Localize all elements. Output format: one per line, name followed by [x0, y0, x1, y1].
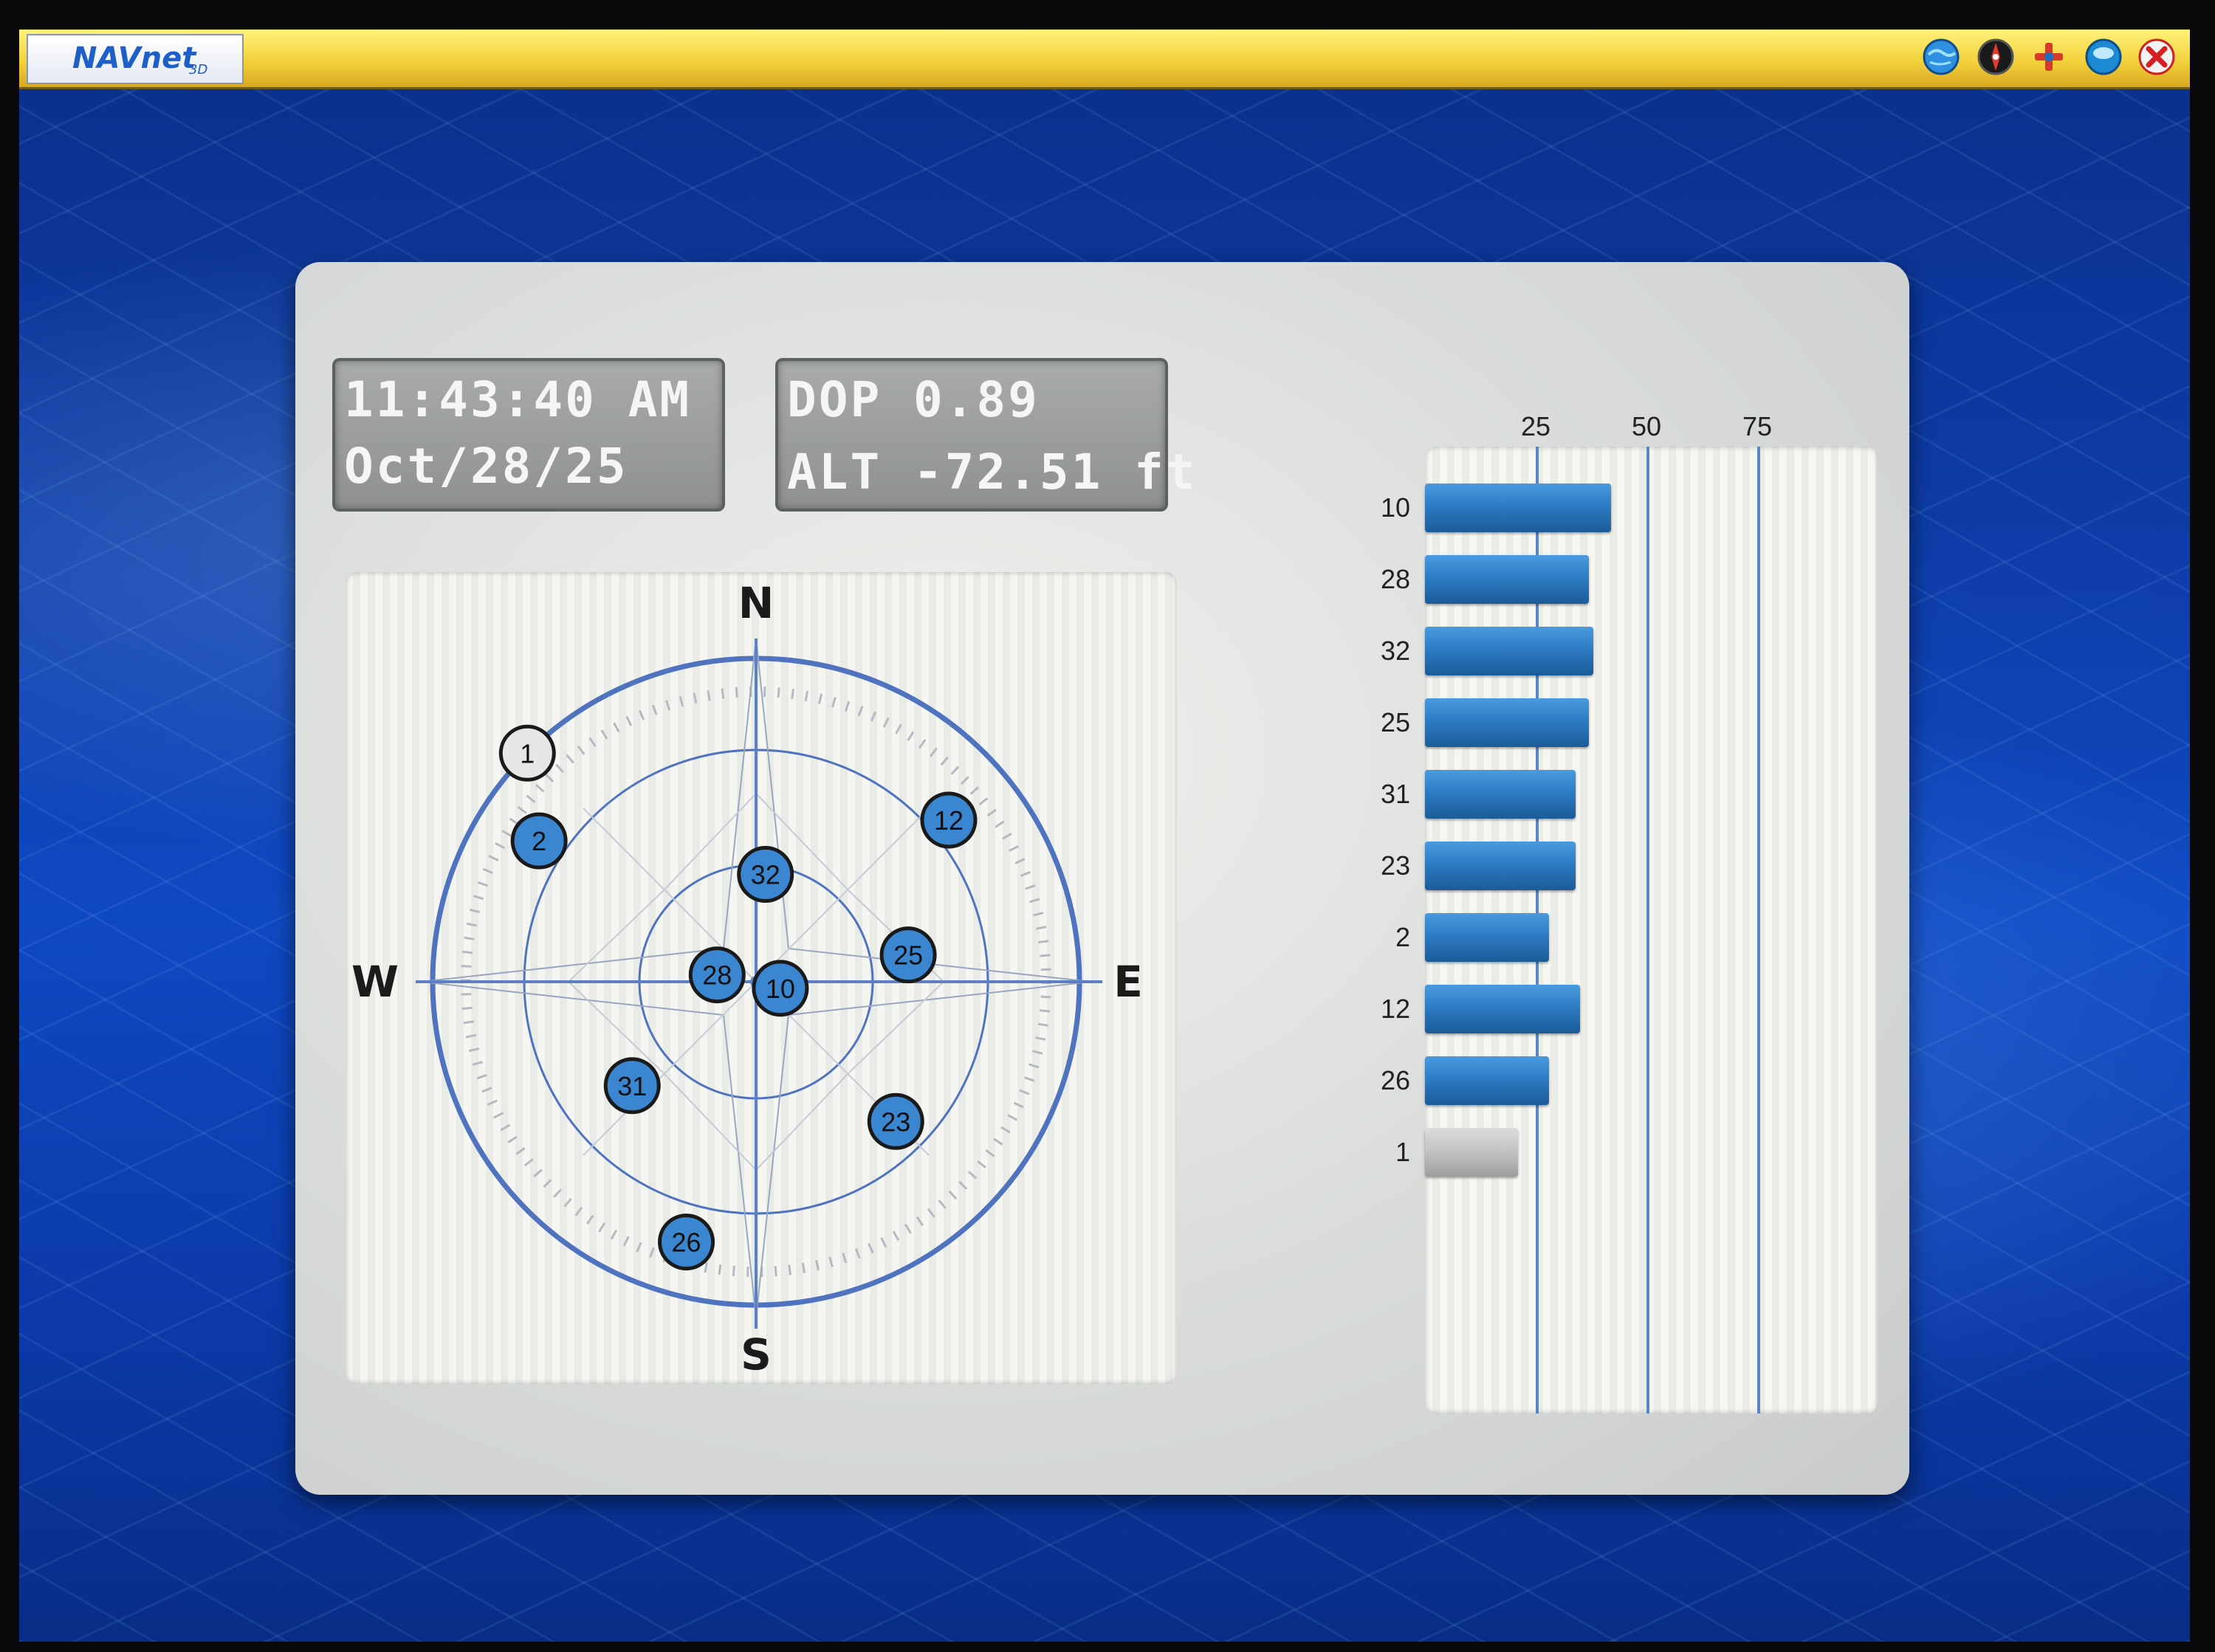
satellite-label-28: 28 [1380, 564, 1410, 594]
time-readout: 11:43:40 AM [344, 371, 692, 428]
south-label: S [741, 1329, 772, 1380]
satellite-id-label: 1 [520, 738, 535, 768]
signal-bar-28 [1425, 555, 1589, 604]
satellite-label-26: 26 [1380, 1065, 1410, 1095]
satellite-marker [920, 791, 978, 849]
axis-tick-label: 75 [1742, 411, 1773, 441]
date-readout: Oct/28/25 [344, 438, 628, 495]
axis-tick-label: 50 [1631, 411, 1662, 441]
satellite-32[interactable]: 32 [737, 846, 794, 904]
satellite-label-31: 31 [1380, 779, 1410, 809]
satellite-25[interactable]: 25 [879, 926, 937, 984]
dop-alt-display: DOP 0.89 ALT -72.51 ft [775, 358, 1195, 512]
signal-strength-chart [1425, 447, 1878, 1414]
globe-icon[interactable] [1921, 37, 1961, 77]
signal-bar-25 [1425, 698, 1589, 747]
satellite-23[interactable]: 23 [867, 1092, 924, 1150]
satellite-10[interactable]: 10 [752, 960, 809, 1017]
signal-bar-12 [1425, 985, 1580, 1033]
satellite-label-25: 25 [1380, 707, 1410, 737]
satellite-label-1: 1 [1395, 1137, 1410, 1167]
tools-icon[interactable] [2029, 37, 2069, 77]
alt-readout: ALT -72.51 ft [787, 444, 1198, 500]
logo-text: NAVnet [72, 41, 196, 75]
logo-subtext: 3D [189, 62, 208, 78]
gridline-50 [1646, 447, 1649, 1414]
east-label: E [1113, 957, 1143, 1007]
satellite-id-label: 10 [766, 974, 795, 1004]
disk-icon[interactable] [2084, 37, 2123, 77]
satellite-marker [658, 1214, 715, 1271]
satellite-marker [737, 846, 794, 904]
time-date-display: 11:43:40 AM Oct/28/25 [332, 358, 725, 512]
satellite-label-10: 10 [1380, 492, 1410, 523]
satellite-marker [498, 724, 556, 782]
axis-tick-label: 25 [1520, 411, 1551, 441]
signal-bar-26 [1425, 1056, 1549, 1105]
signal-bar-31 [1425, 770, 1576, 819]
signal-bar-23 [1425, 842, 1576, 890]
gps-status-panel: 11:43:40 AM Oct/28/25 DOP 0.89 ALT -72.5… [295, 262, 1909, 1495]
satellite-marker [752, 960, 809, 1017]
satellite-id-label: 23 [881, 1107, 910, 1137]
dop-readout: DOP 0.89 [787, 371, 1040, 428]
satellite-label-2: 2 [1395, 922, 1410, 952]
satellite-id-label: 31 [617, 1071, 647, 1101]
gridline-75 [1757, 447, 1760, 1414]
satellite-skyplot: N S E W 1 2 32 12 25 28 10 31 23 26 [346, 572, 1177, 1384]
satellite-1[interactable]: 1 [498, 724, 556, 782]
signal-bar-1 [1425, 1128, 1518, 1177]
satellite-id-label: 26 [672, 1228, 701, 1258]
signal-bar-32 [1425, 627, 1593, 675]
satellite-id-label: 25 [893, 940, 923, 971]
satellite-id-label: 28 [702, 960, 732, 991]
satellite-label-32: 32 [1380, 636, 1410, 666]
satellite-marker [688, 946, 746, 1004]
compass-icon[interactable] [1976, 37, 2016, 77]
satellite-marker [510, 812, 568, 870]
satellite-marker [879, 926, 937, 984]
satellite-id-label: 2 [532, 826, 546, 856]
north-label: N [738, 578, 775, 628]
signal-bar-2 [1425, 913, 1549, 962]
west-label: W [351, 957, 399, 1007]
satellite-31[interactable]: 31 [603, 1057, 661, 1115]
satellite-28[interactable]: 28 [688, 946, 746, 1004]
navnet-logo[interactable]: NAVnet 3D [27, 34, 244, 84]
satellite-2[interactable]: 2 [510, 812, 568, 870]
satellite-label-23: 23 [1380, 850, 1410, 881]
satellite-marker [867, 1092, 924, 1150]
satellite-12[interactable]: 12 [920, 791, 978, 849]
satellite-id-label: 32 [751, 860, 780, 890]
satellite-id-label: 12 [934, 805, 964, 836]
close-icon[interactable] [2137, 37, 2177, 77]
satellite-26[interactable]: 26 [658, 1214, 715, 1271]
satellite-label-12: 12 [1380, 994, 1410, 1024]
satellite-marker [603, 1057, 661, 1115]
navnet-screen: NAVnet 3D [19, 30, 2190, 1642]
signal-bar-10 [1425, 483, 1611, 532]
top-toolbar: NAVnet 3D [19, 30, 2190, 89]
